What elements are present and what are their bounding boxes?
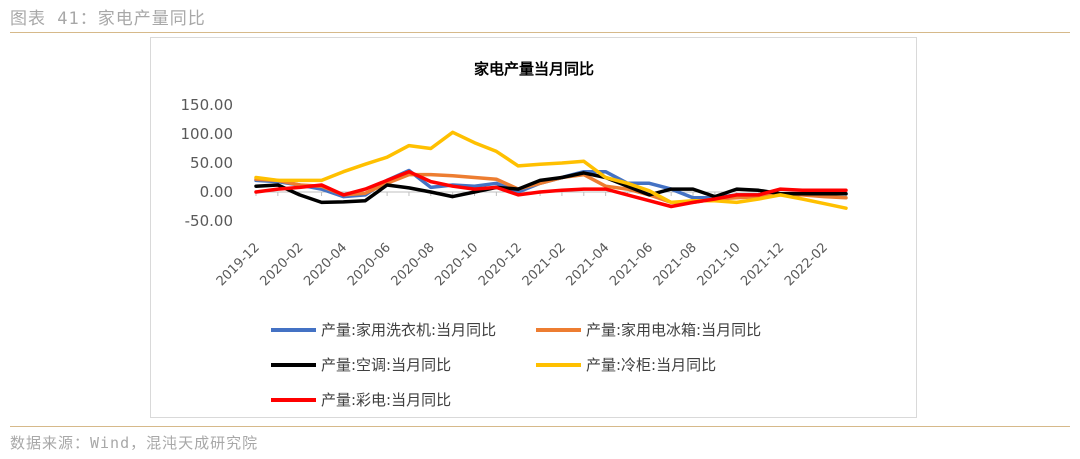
chart-title: 家电产量当月同比 (474, 60, 594, 78)
bottom-divider (10, 426, 1070, 427)
series-line-4 (254, 130, 848, 210)
y-tick-label: 50.00 (190, 154, 233, 172)
y-tick-label: -50.00 (185, 212, 233, 230)
x-tick-label: 2020-06 (345, 240, 394, 289)
x-tick-label: 2020-08 (389, 240, 438, 289)
x-tick-label: 2021-04 (563, 240, 612, 289)
x-tick-label: 2021-06 (607, 240, 656, 289)
x-tick-label: 2019-12 (214, 240, 263, 289)
x-tick-label: 2020-04 (301, 240, 350, 289)
figure-title: 图表 41：家电产量同比 (10, 9, 206, 29)
series-line-5 (254, 169, 848, 209)
x-tick-label: 2021-12 (738, 240, 787, 289)
y-tick-label: 150.00 (181, 96, 234, 114)
series-line-3 (254, 171, 848, 205)
legend-label: 产量:空调:当月同比 (321, 356, 451, 374)
legend-label: 产量:冷柜:当月同比 (586, 356, 716, 374)
chart-frame: 家电产量当月同比 150.00 100.00 50.00 0.00 -50.00 2019-… (150, 37, 917, 418)
x-tick-label: 2020-12 (476, 240, 525, 289)
x-tick-label: 2022-02 (782, 240, 831, 289)
y-tick-label: 0.00 (200, 183, 233, 201)
legend-label: 产量:彩电:当月同比 (321, 391, 451, 409)
y-tick-label: 100.00 (181, 125, 234, 143)
line-chart: 家电产量当月同比 150.00 100.00 50.00 0.00 -50.00 2019-… (181, 60, 848, 409)
x-tick-label: 2021-08 (651, 240, 700, 289)
x-tick-label: 2021-10 (695, 240, 744, 289)
legend-label: 产量:家用洗衣机:当月同比 (321, 321, 496, 339)
legend-label: 产量:家用电冰箱:当月同比 (586, 321, 761, 339)
x-tick-label: 2020-10 (432, 240, 481, 289)
top-divider (10, 32, 1070, 33)
data-source: 数据来源：Wind，混沌天成研究院 (10, 434, 259, 452)
x-tick-label: 2020-02 (258, 240, 307, 289)
x-tick-label: 2021-02 (520, 240, 569, 289)
